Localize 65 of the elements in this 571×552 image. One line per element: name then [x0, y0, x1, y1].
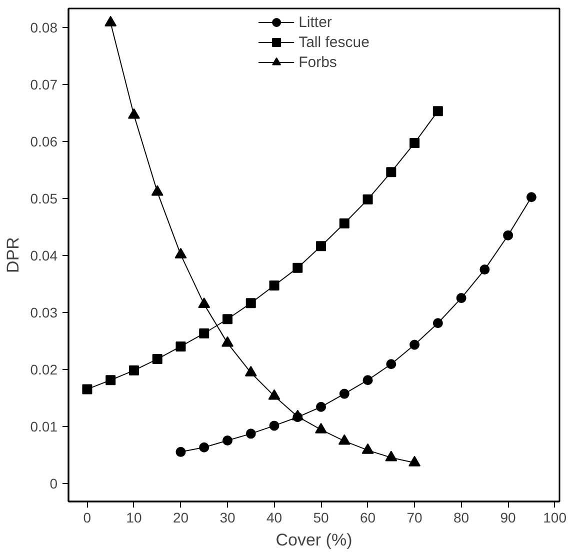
point	[339, 388, 350, 399]
point	[362, 443, 374, 454]
point	[269, 280, 280, 290]
x-tick-label: 100	[543, 510, 567, 526]
point	[456, 293, 466, 304]
point	[176, 341, 186, 352]
point	[386, 167, 396, 178]
x-tick-label: 30	[220, 510, 236, 526]
point	[432, 106, 443, 116]
y-tick-label: 0.06	[30, 133, 58, 150]
point	[338, 434, 350, 445]
point	[410, 138, 420, 148]
point	[199, 442, 210, 452]
x-tick-label: 50	[313, 510, 330, 526]
y-tick-label: 0	[50, 475, 58, 492]
x-tick-label: 40	[266, 510, 282, 526]
point	[106, 375, 116, 386]
point	[339, 218, 350, 228]
y-tick-label: 0.07	[30, 76, 58, 92]
point	[316, 402, 326, 412]
point	[362, 194, 373, 204]
x-tick-label: 10	[126, 510, 142, 526]
x-tick-label: 70	[406, 510, 423, 526]
legend-label: Tall fescue	[298, 33, 370, 51]
y-tick-label: 0.02	[30, 361, 58, 378]
point	[315, 422, 328, 434]
y-axis-title: DPR	[3, 237, 22, 273]
point	[199, 328, 210, 338]
point	[385, 450, 398, 462]
x-axis-title: Cover (%)	[276, 530, 352, 550]
point	[152, 354, 162, 364]
point	[526, 192, 536, 202]
point	[246, 298, 256, 308]
point	[222, 314, 232, 324]
point	[480, 264, 490, 275]
x-tick-label: 90	[500, 510, 516, 526]
legend-label: Litter	[298, 13, 332, 31]
point	[128, 365, 139, 376]
point	[246, 428, 256, 439]
point	[503, 230, 514, 240]
point	[292, 412, 303, 422]
point	[292, 262, 303, 273]
y-tick-label: 0.05	[30, 190, 58, 206]
y-tick-label: 0.04	[30, 247, 58, 264]
point	[244, 366, 257, 376]
point	[432, 318, 443, 328]
x-tick-label: 20	[172, 510, 189, 526]
y-tick-label: 0.01	[30, 418, 58, 434]
x-tick-label: 80	[454, 510, 470, 526]
point	[316, 241, 326, 252]
point	[410, 340, 420, 350]
x-tick-label: 0	[83, 510, 92, 526]
point	[82, 384, 92, 394]
x-tick-label: 60	[360, 510, 376, 526]
point	[221, 336, 234, 347]
point	[176, 446, 186, 457]
point	[222, 436, 232, 446]
point	[408, 456, 421, 466]
point	[362, 375, 373, 386]
point	[269, 420, 280, 431]
legend-label: Forbs	[298, 53, 337, 71]
y-tick-label: 0.08	[30, 19, 58, 36]
point	[268, 389, 280, 400]
y-tick-label: 0.03	[30, 304, 58, 320]
point	[386, 359, 396, 370]
